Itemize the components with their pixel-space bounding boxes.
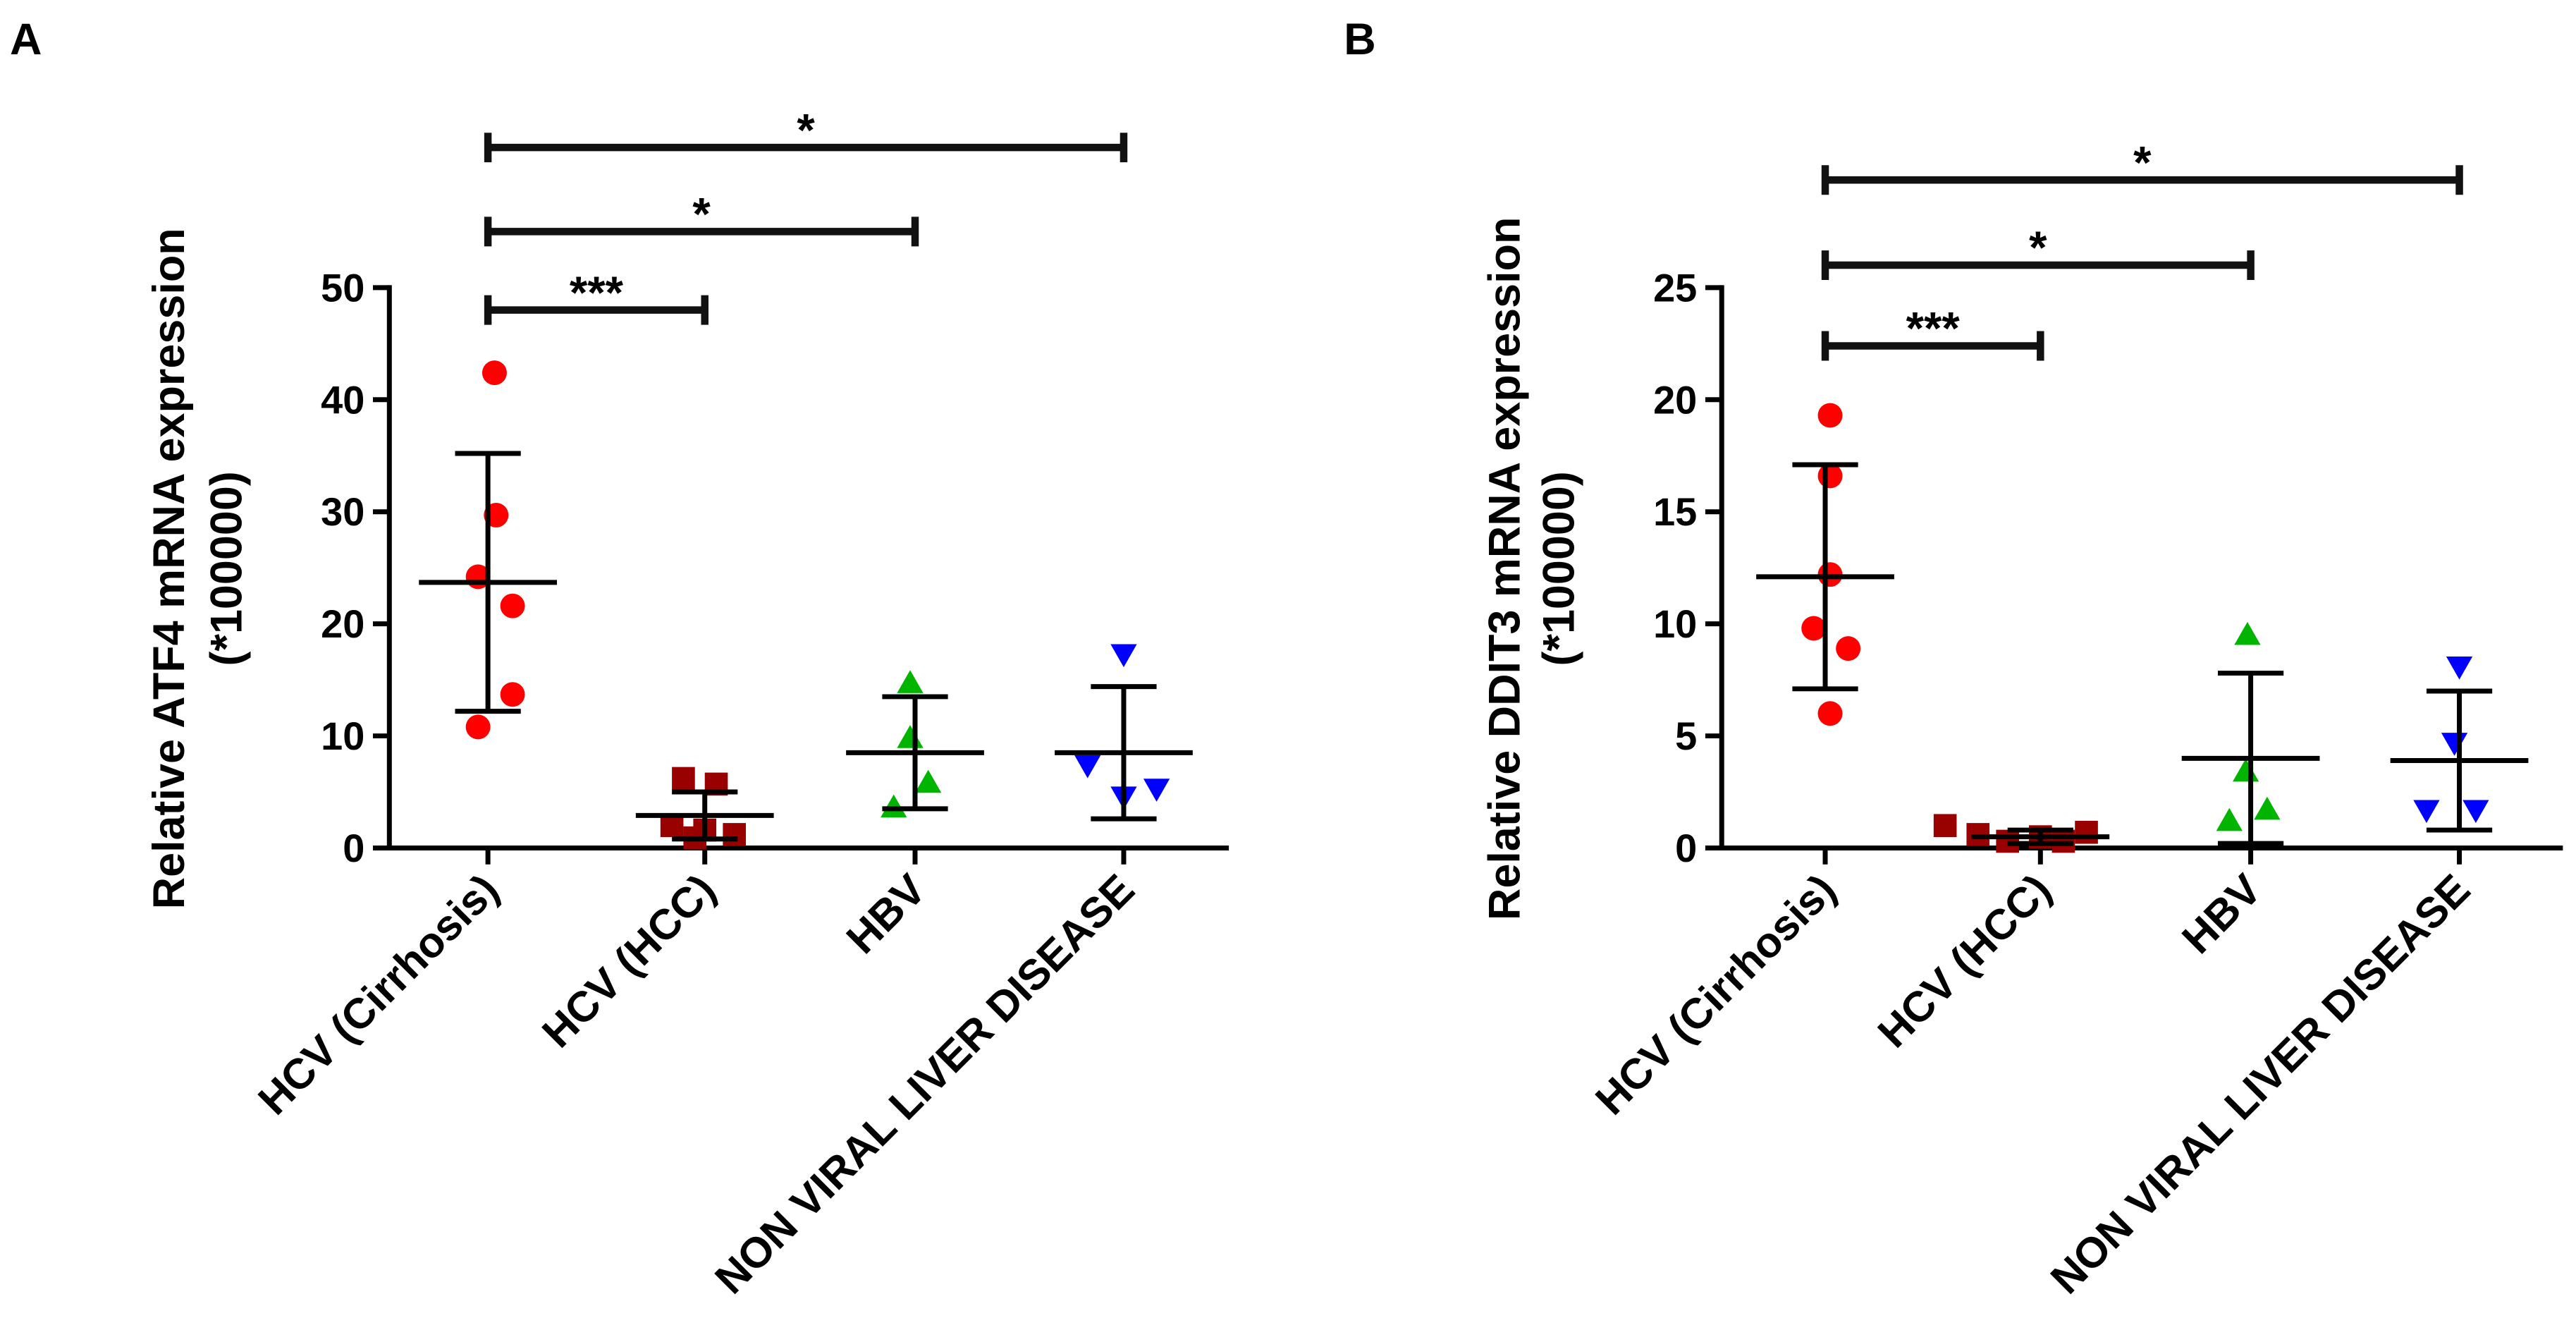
data-point-square (2075, 820, 2098, 844)
y-axis-title: Relative ATF4 mRNA expression (145, 228, 194, 909)
significance-label: * (2029, 222, 2047, 274)
data-point-circle (1817, 463, 1843, 489)
significance-label: *** (570, 267, 624, 318)
data-point-triangle-up (2232, 758, 2259, 782)
data-point-circle (465, 714, 491, 740)
series-group (635, 767, 774, 850)
x-tick-label: NON VIRAL LIVER DISEASE (706, 865, 1143, 1303)
data-point-triangle-down (1074, 755, 1101, 779)
x-tick-label: HCV (HCC) (533, 865, 725, 1057)
x-tick-label: HBV (837, 865, 935, 963)
data-point-circle (1817, 403, 1843, 428)
data-point-triangle-up (881, 794, 907, 818)
data-point-triangle-up (2216, 807, 2243, 831)
series-group (419, 360, 557, 740)
data-point-circle (500, 593, 525, 618)
series-group (2181, 621, 2320, 846)
data-point-triangle-up (2254, 796, 2281, 820)
y-tick-label: 25 (1653, 265, 1697, 310)
significance-label: * (2133, 137, 2152, 188)
x-tick-label: HCV (HCC) (1868, 865, 2060, 1057)
x-tick-label: HCV (Cirrhosis) (1586, 865, 1845, 1124)
significance-label: * (692, 188, 711, 240)
significance-bracket: *** (1821, 303, 2044, 361)
y-axis-title: Relative DDIT3 mRNA expression (1480, 217, 1530, 921)
y-tick-label: 30 (321, 489, 364, 534)
data-point-triangle-down (2413, 800, 2440, 824)
significance-bracket: * (484, 104, 1128, 163)
y-tick-label: 5 (1675, 714, 1697, 758)
significance-label: *** (1906, 303, 1961, 354)
series-group (2390, 657, 2529, 833)
x-tick-label: HCV (Cirrhosis) (249, 865, 508, 1124)
panel-label: A (10, 15, 42, 64)
series-group (846, 670, 984, 818)
panel-b-ddit3-chart: B Relative DDIT3 mRNA expression (*100000)… (1344, 15, 2563, 1302)
data-point-triangle-down (2462, 800, 2489, 824)
data-point-square (1933, 814, 1957, 838)
data-point-triangle-up (915, 769, 942, 793)
y-tick-label: 20 (321, 602, 364, 646)
y-tick-label: 50 (321, 265, 364, 310)
significance-label: * (797, 104, 815, 156)
panel-label: B (1344, 15, 1375, 64)
significance-bracket: * (1821, 137, 2463, 195)
y-axis-unit: (*100000) (1534, 471, 1583, 666)
y-tick-label: 40 (321, 377, 364, 422)
panel-a-atf4-chart: A Relative ATF4 mRNA expression (*100000) 0… (10, 15, 1229, 1302)
data-point-triangle-down (2441, 733, 2468, 756)
data-point-triangle-down (1110, 644, 1137, 668)
y-tick-label: 10 (321, 714, 364, 758)
series-group (1933, 814, 2110, 853)
significance-bracket: * (1821, 222, 2255, 281)
data-point-triangle-up (897, 670, 924, 693)
data-point-circle (1836, 636, 1861, 661)
data-point-square (723, 823, 746, 846)
y-axis-unit: (*100000) (202, 471, 252, 666)
y-tick-label: 0 (1675, 826, 1697, 870)
significance-bracket: *** (484, 267, 709, 325)
data-point-triangle-up (2234, 621, 2261, 645)
data-point-circle (500, 682, 525, 707)
x-tick-label: HBV (2173, 865, 2271, 963)
data-point-triangle-down (2446, 657, 2473, 680)
y-tick-label: 10 (1653, 602, 1697, 646)
data-point-triangle-up (897, 725, 924, 748)
significance-bracket: * (484, 188, 919, 247)
y-tick-label: 0 (343, 826, 364, 870)
data-point-triangle-down (1143, 779, 1170, 802)
data-point-circle (482, 360, 507, 386)
series-group (1756, 403, 1894, 726)
series-group (1055, 644, 1193, 822)
data-point-square (672, 767, 695, 791)
data-point-circle (1801, 616, 1827, 641)
data-point-circle (1817, 701, 1843, 726)
y-tick-label: 20 (1653, 377, 1697, 422)
x-tick-label: NON VIRAL LIVER DISEASE (2041, 865, 2479, 1303)
y-tick-label: 15 (1653, 489, 1697, 534)
